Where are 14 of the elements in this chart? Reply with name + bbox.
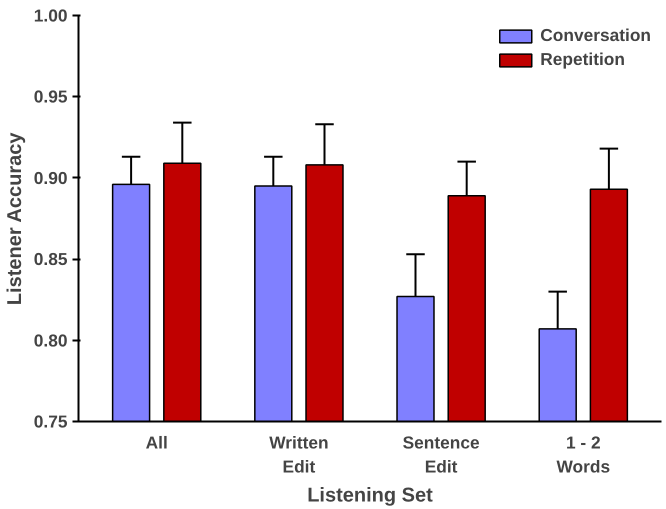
y-tick-label: 0.75: [34, 412, 68, 432]
y-tick-label: 0.85: [34, 249, 68, 270]
x-tick-label: Sentence Edit: [402, 432, 480, 476]
x-tick-label: All: [146, 432, 168, 452]
y-tick-label: 1.00: [34, 6, 68, 26]
legend-label: Conversation: [540, 25, 651, 46]
legend-label: Repetition: [540, 49, 625, 70]
x-tick-label: 1 - 2 Words: [556, 432, 610, 476]
y-tick-label: 0.95: [34, 86, 68, 107]
x-tick-label: Written Edit: [269, 432, 329, 476]
y-tick-label: 0.80: [34, 330, 68, 350]
y-tick-label: 0.90: [34, 168, 68, 188]
y-axis-title: Listener Accuracy: [4, 132, 26, 306]
x-axis-title: Listening Set: [307, 484, 434, 506]
